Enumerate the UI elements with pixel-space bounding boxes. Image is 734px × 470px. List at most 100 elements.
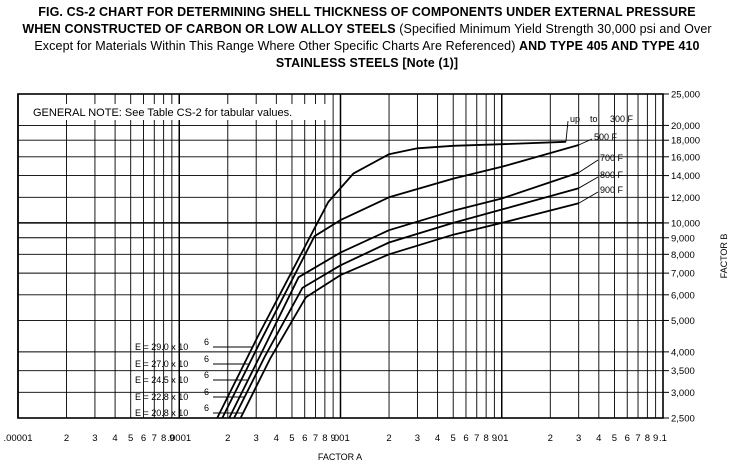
x-tick-label: 2 [548, 433, 553, 444]
chart-title: FIG. CS-2 CHART FOR DETERMINING SHELL TH… [0, 4, 734, 72]
y-tick-label: 3,500 [671, 366, 695, 377]
x-tick-label: 6 [463, 433, 468, 444]
x-tick-label: 5 [451, 433, 456, 444]
x-tick-label: 4 [596, 433, 601, 444]
note-background [30, 104, 330, 120]
x-tick-label: .001 [331, 433, 350, 444]
modulus-label-text: E = 22.8 x 10 [135, 392, 188, 402]
y-tick-label: 6,000 [671, 290, 695, 301]
x-tick-label: 3 [576, 433, 581, 444]
x-tick-label: 4 [112, 433, 117, 444]
x-tick-label: 7 [635, 433, 640, 444]
x-tick-label: 6 [625, 433, 630, 444]
title-line-3-bold: AND TYPE 405 AND TYPE 410 [519, 39, 700, 53]
x-tick-label: 2 [386, 433, 391, 444]
y-tick-label: 4,000 [671, 347, 695, 358]
general-note: GENERAL NOTE: See Table CS-2 for tabular… [33, 107, 292, 119]
curve-series-2 [228, 171, 579, 419]
curve-label-text: 800 F [600, 170, 624, 180]
curve-series-4 [239, 202, 579, 419]
curve-series-1 [221, 144, 579, 419]
y-tick-label: 3,000 [671, 388, 695, 399]
x-tick-label: 3 [415, 433, 420, 444]
modulus-label-exponent: 6 [204, 354, 209, 364]
modulus-label-text: E = 27.0 x 10 [135, 359, 188, 369]
x-tick-label: 5 [289, 433, 294, 444]
x-tick-label: 6 [302, 433, 307, 444]
x-axis-label: FACTOR A [318, 452, 362, 462]
curve-label-leader [578, 138, 593, 146]
modulus-labels: E = 29.0 x 10 6E = 27.0 x 10 6E = 24.5 x 1… [135, 337, 253, 418]
title-line-3-normal: Except for Materials Within This Range W… [34, 39, 520, 53]
curve-label-text: 700 F [600, 153, 624, 163]
y-tick-label: 14,000 [671, 171, 700, 182]
x-tick-label: .00001 [3, 433, 32, 444]
x-tick-label: 9 [169, 433, 174, 444]
modulus-label-4: E = 20.8 x 10 6 [135, 403, 244, 418]
curve-labels: up to 300 F 500 F 700 F 800 F 900 F [565, 114, 634, 204]
y-tick-label: 9,000 [671, 233, 695, 244]
modulus-label-2: E = 24.5 x 10 6 [135, 370, 249, 385]
x-tick-label: 8 [645, 433, 650, 444]
x-tick-label: 2 [64, 433, 69, 444]
x-tick-label: 8 [161, 433, 166, 444]
y-tick-label: 7,000 [671, 269, 695, 280]
chart-grid [17, 93, 663, 419]
modulus-label-text: E = 24.5 x 10 [135, 375, 188, 385]
x-tick-label: 5 [128, 433, 133, 444]
curve-label-text: 500 F [594, 132, 618, 142]
x-tick-label: 3 [92, 433, 97, 444]
y-tick-label: 8,000 [671, 250, 695, 261]
x-tick-label: .1 [659, 433, 667, 444]
x-tick-label: 6 [141, 433, 146, 444]
x-tick-label: 9 [330, 433, 335, 444]
curve-label-leader [578, 191, 599, 204]
y-tick-label: 10,000 [671, 218, 700, 229]
curve-label-leader [578, 159, 599, 173]
x-axis-ticks: .00001 2 3 4 5 6 7 8 9.0001 2 3 4 5 6 7 8 9.001 2 3 4 5 6 7 8 9.… [3, 433, 667, 444]
curve-label-text: 900 F [600, 185, 624, 195]
curve-series-3 [233, 187, 579, 419]
x-tick-label: 3 [254, 433, 259, 444]
y-tick-label: 16,000 [671, 152, 700, 163]
modulus-label-3: E = 22.8 x 10 6 [135, 387, 245, 402]
modulus-label-1: E = 27.0 x 10 6 [135, 354, 250, 369]
modulus-label-exponent: 6 [204, 337, 209, 347]
modulus-label-exponent: 6 [204, 370, 209, 380]
y-tick-label: 18,000 [671, 136, 700, 147]
x-tick-label: 9 [653, 433, 658, 444]
x-tick-label: 4 [435, 433, 440, 444]
x-tick-label: 2 [225, 433, 230, 444]
title-line-4: STAINLESS STEELS [Note (1)] [275, 56, 459, 70]
plot-frame [17, 93, 664, 419]
y-axis-label: FACTOR B [719, 234, 729, 279]
curve-label-text: to [590, 114, 598, 124]
curve-label-leader [565, 120, 569, 142]
modulus-label-0: E = 29.0 x 10 6 [135, 337, 253, 352]
x-tick-label: 5 [612, 433, 617, 444]
title-line-1: FIG. CS-2 CHART FOR DETERMINING SHELL TH… [38, 5, 696, 19]
modulus-label-text: E = 20.8 x 10 [135, 408, 188, 418]
y-tick-label: 12,000 [671, 193, 700, 204]
title-line-2-normal: (Specified Minimum Yield Strength 30,000… [395, 22, 712, 36]
y-tick-label: 2,500 [671, 414, 695, 425]
curve-label-text: up [570, 114, 580, 124]
x-tick-label: 7 [313, 433, 318, 444]
x-tick-label: 9 [492, 433, 497, 444]
x-tick-label: 4 [274, 433, 279, 444]
x-tick-label: 7 [474, 433, 479, 444]
modulus-label-text: E = 29.0 x 10 [135, 342, 188, 352]
x-tick-label: 8 [483, 433, 488, 444]
curves [216, 140, 579, 419]
curve-series-0 [216, 140, 566, 419]
y-axis-ticks: 25,000 20,000 18,000 16,000 14,000 12,000 10,0… [663, 90, 700, 425]
x-tick-label: .0001 [167, 433, 191, 444]
modulus-label-exponent: 6 [204, 387, 209, 397]
x-tick-label: .01 [495, 433, 508, 444]
y-tick-label: 25,000 [671, 90, 700, 101]
title-line-3: Except for Materials Within This Range W… [0, 38, 734, 55]
curve-label-text: 300 F [610, 114, 634, 124]
x-tick-label: 7 [152, 433, 157, 444]
y-tick-label: 20,000 [671, 121, 700, 132]
